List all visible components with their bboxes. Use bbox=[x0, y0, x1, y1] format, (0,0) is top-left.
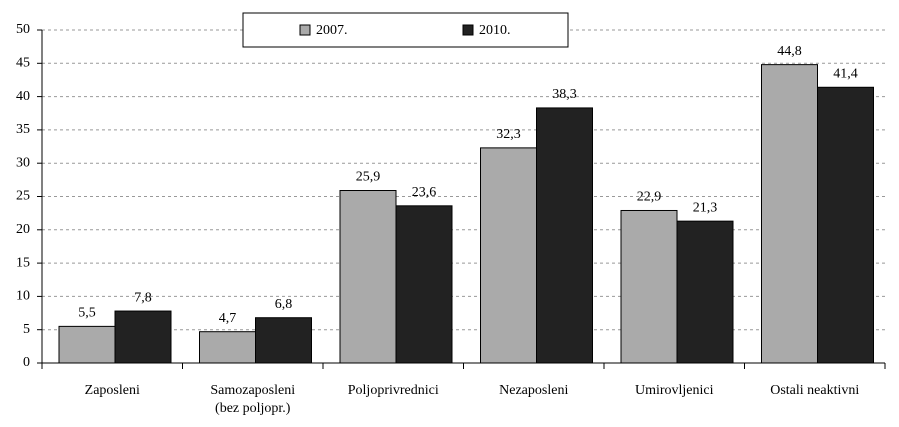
bar bbox=[761, 64, 818, 364]
value-label: 5,5 bbox=[78, 306, 96, 321]
y-tick-label: 15 bbox=[16, 255, 30, 270]
value-label: 7,8 bbox=[134, 290, 152, 305]
bar bbox=[480, 147, 537, 364]
x-tick-label-line: Poljoprivrednici bbox=[348, 383, 439, 398]
legend-swatch bbox=[462, 24, 474, 36]
y-tick-label: 20 bbox=[16, 222, 30, 237]
value-label: 41,4 bbox=[833, 66, 858, 81]
value-label: 4,7 bbox=[219, 311, 237, 326]
value-label: 22,9 bbox=[637, 190, 662, 205]
bar bbox=[620, 209, 678, 364]
legend-swatch bbox=[299, 24, 311, 36]
value-label: 21,3 bbox=[693, 200, 718, 215]
value-label: 6,8 bbox=[275, 297, 293, 312]
value-label: 25,9 bbox=[356, 170, 381, 185]
value-label: 38,3 bbox=[552, 87, 577, 102]
y-tick-label: 35 bbox=[16, 122, 30, 137]
bar bbox=[817, 86, 874, 364]
value-label: 23,6 bbox=[412, 185, 437, 200]
y-tick-label: 50 bbox=[16, 22, 30, 37]
value-label: 32,3 bbox=[496, 127, 521, 142]
y-tick-label: 0 bbox=[23, 355, 30, 370]
bar bbox=[114, 310, 172, 364]
y-tick-label: 25 bbox=[16, 189, 30, 204]
x-tick-label: Ostali neaktivni bbox=[770, 383, 859, 398]
bar bbox=[255, 317, 312, 364]
bar bbox=[339, 190, 397, 364]
bar bbox=[676, 220, 734, 364]
bar bbox=[58, 325, 116, 364]
x-tick-label-line: Ostali neaktivni bbox=[770, 383, 859, 398]
bar bbox=[395, 205, 453, 364]
legend-label: 2007. bbox=[316, 23, 348, 38]
x-tick-label-line: Zaposleni bbox=[85, 383, 140, 398]
y-tick-label: 45 bbox=[16, 56, 30, 71]
x-tick-label: Samozaposleni (bez poljopr.) bbox=[210, 383, 295, 416]
x-tick-label-line: Samozaposleni bbox=[210, 383, 295, 398]
legend-box bbox=[242, 12, 569, 48]
x-tick-label: Umirovljenici bbox=[635, 383, 714, 398]
y-tick-label: 30 bbox=[16, 155, 30, 170]
x-tick-label-line: Nezaposleni bbox=[499, 383, 568, 398]
x-tick-label: Poljoprivrednici bbox=[348, 383, 439, 398]
bar bbox=[536, 107, 593, 364]
bar bbox=[199, 331, 256, 364]
x-tick-label: Nezaposleni bbox=[499, 383, 568, 398]
y-tick-label: 5 bbox=[23, 322, 30, 337]
y-tick-label: 40 bbox=[16, 89, 30, 104]
x-tick-label-line: Umirovljenici bbox=[635, 383, 714, 398]
x-tick-label-line: (bez poljopr.) bbox=[215, 401, 291, 416]
legend-label: 2010. bbox=[479, 23, 511, 38]
value-label: 44,8 bbox=[777, 44, 802, 59]
x-tick-label: Zaposleni bbox=[85, 383, 140, 398]
y-tick-label: 10 bbox=[16, 289, 30, 304]
